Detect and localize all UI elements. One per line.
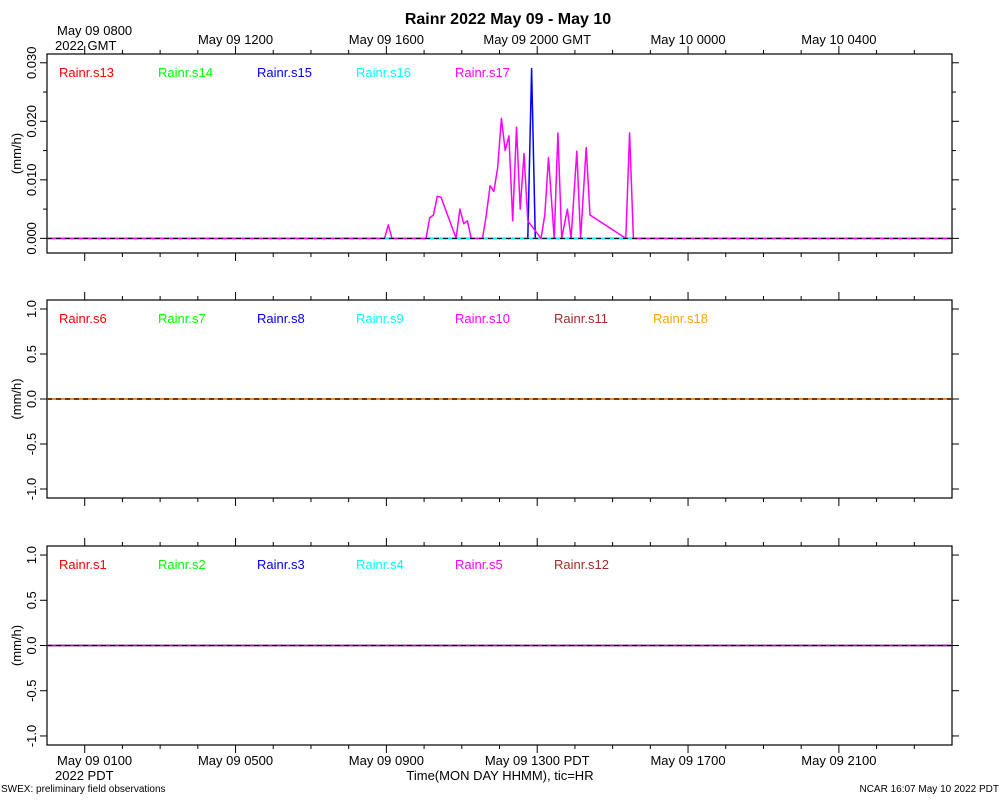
top-axis-tick-label: May 09 0800 <box>57 23 132 38</box>
y-tick-label: -1.0 <box>24 478 39 500</box>
legend-entry: Rainr.s6 <box>59 311 107 326</box>
bottom-axis-tick-label: May 09 2100 <box>801 753 876 768</box>
legend-entry: Rainr.s7 <box>158 311 206 326</box>
top-axis-tick-label: May 09 1600 <box>349 32 424 47</box>
top-axis-tick-label: May 10 0000 <box>650 32 725 47</box>
legend-entry: Rainr.s14 <box>158 65 213 80</box>
legend-entry: Rainr.s17 <box>455 65 510 80</box>
panel-3: 1.0 0.5 0.0 -0.5 -1.0 (mm/h) Rainr.s1 Rainr.s2 R… <box>9 538 959 768</box>
legend-entry: Rainr.s4 <box>356 557 404 572</box>
series-line-Rainr-s15 <box>47 67 952 240</box>
y-tick-label: 0.5 <box>24 345 39 363</box>
bottom-axis-tick-label: May 09 0500 <box>198 753 273 768</box>
y-tick-label: 0.000 <box>24 222 39 255</box>
plot-frame <box>46 53 953 254</box>
y-tick-label: 0.0 <box>24 390 39 408</box>
y-tick-label: 0.030 <box>24 47 39 80</box>
y-axis-label: (mm/h) <box>9 625 24 666</box>
legend-entry: Rainr.s16 <box>356 65 411 80</box>
legend-entry: Rainr.s1 <box>59 557 107 572</box>
top-axis-tick-label: May 09 1200 <box>198 32 273 47</box>
legend-entry: Rainr.s8 <box>257 311 305 326</box>
legend-entry: Rainr.s15 <box>257 65 312 80</box>
bottom-axis-tick-label: May 09 0900 <box>349 753 424 768</box>
panel-2: 1.0 0.5 0.0 -0.5 -1.0 (mm/h) Rainr.s6 Rainr.s7 R… <box>9 292 959 506</box>
y-tick-label: -1.0 <box>24 725 39 747</box>
chart-title: Rainr 2022 May 09 - May 10 <box>405 11 611 28</box>
legend-entry: Rainr.s5 <box>455 557 503 572</box>
panels: 0.000 0.010 0.020 0.030 (mm/h) Rainr.s13 Rainr… <box>9 23 959 768</box>
top-axis-tick-label: May 10 0400 <box>801 32 876 47</box>
legend-entry: Rainr.s3 <box>257 557 305 572</box>
bottom-axis-tick-label: May 09 0100 <box>57 753 132 768</box>
legend-entry: Rainr.s12 <box>554 557 609 572</box>
legend-entry: Rainr.s2 <box>158 557 206 572</box>
footer-right: NCAR 16:07 May 10 2022 PDT <box>859 784 999 795</box>
legend-entry: Rainr.s18 <box>653 311 708 326</box>
y-tick-label: 0.020 <box>24 105 39 138</box>
bottom-axis-tick-label: May 09 1300 PDT <box>485 753 590 768</box>
y-tick-label: 1.0 <box>24 546 39 564</box>
y-axis-label: (mm/h) <box>9 133 24 174</box>
y-axis-label: (mm/h) <box>9 378 24 419</box>
y-tick-label: -0.5 <box>24 680 39 702</box>
bottom-axis-tick-label: May 09 1700 <box>650 753 725 768</box>
y-tick-label: 0.010 <box>24 164 39 197</box>
x-axis-label: Time(MON DAY HHMM), tic=HR <box>406 768 593 783</box>
panel-1: 0.000 0.010 0.020 0.030 (mm/h) Rainr.s13 Rainr… <box>9 23 959 261</box>
y-tick-label: 0.0 <box>24 636 39 654</box>
y-tick-label: -0.5 <box>24 433 39 455</box>
legend-entry: Rainr.s10 <box>455 311 510 326</box>
top-axis-suffix: 2022 GMT <box>55 38 116 53</box>
y-tick-label: 1.0 <box>24 300 39 318</box>
legend-entry: Rainr.s11 <box>554 311 608 326</box>
footer-left: SWEX: preliminary field observations <box>1 784 166 795</box>
top-axis-tick-label: May 09 2000 GMT <box>483 32 591 47</box>
legend-entry: Rainr.s9 <box>356 311 404 326</box>
bottom-axis-suffix: 2022 PDT <box>55 768 114 783</box>
legend-entry: Rainr.s13 <box>59 65 114 80</box>
series-line-Rainr-s17 <box>47 117 952 240</box>
y-tick-label: 0.5 <box>24 591 39 609</box>
